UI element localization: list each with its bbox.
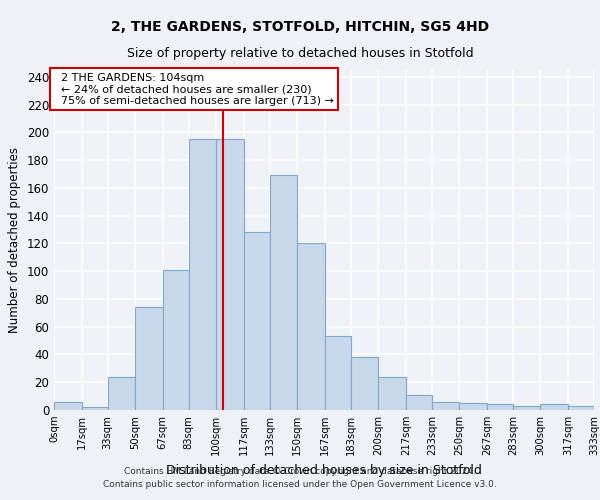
Bar: [406, 394, 432, 410]
Bar: [135, 308, 163, 410]
Bar: [541, 404, 568, 410]
Text: Size of property relative to detached houses in Stotfold: Size of property relative to detached ho…: [127, 48, 473, 60]
Bar: [351, 358, 379, 410]
Bar: [325, 336, 351, 410]
Bar: [568, 406, 594, 410]
Y-axis label: Number of detached properties: Number of detached properties: [8, 147, 21, 333]
Bar: [460, 403, 487, 410]
X-axis label: Distribution of detached houses by size in Stotfold: Distribution of detached houses by size …: [166, 464, 482, 476]
Bar: [163, 270, 188, 410]
Bar: [244, 232, 269, 410]
Bar: [269, 176, 297, 410]
Bar: [82, 407, 107, 410]
Bar: [188, 140, 216, 410]
Bar: [107, 376, 135, 410]
Bar: [432, 402, 460, 410]
Bar: [216, 140, 244, 410]
Bar: [513, 406, 541, 410]
Text: Contains HM Land Registry data © Crown copyright and database right 2024.: Contains HM Land Registry data © Crown c…: [124, 467, 476, 476]
Bar: [487, 404, 513, 410]
Text: 2, THE GARDENS, STOTFOLD, HITCHIN, SG5 4HD: 2, THE GARDENS, STOTFOLD, HITCHIN, SG5 4…: [111, 20, 489, 34]
Text: Contains public sector information licensed under the Open Government Licence v3: Contains public sector information licen…: [103, 480, 497, 489]
Text: 2 THE GARDENS: 104sqm
  ← 24% of detached houses are smaller (230)
  75% of semi: 2 THE GARDENS: 104sqm ← 24% of detached …: [54, 73, 334, 106]
Bar: [297, 244, 325, 410]
Bar: [54, 402, 82, 410]
Bar: [379, 376, 406, 410]
